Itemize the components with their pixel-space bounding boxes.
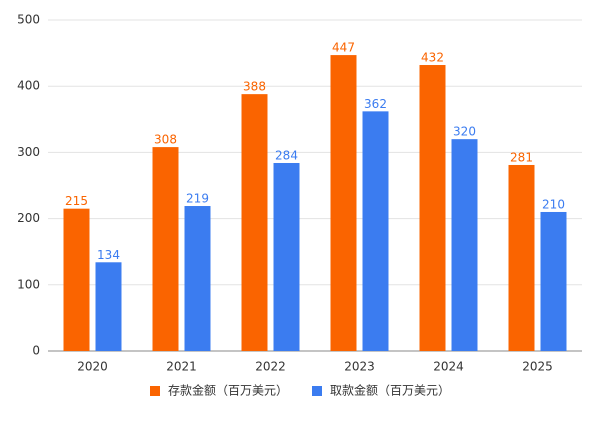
y-tick-label: 400 [17, 79, 40, 93]
data-label: 281 [510, 150, 533, 164]
y-tick-label: 500 [17, 13, 40, 27]
bar [508, 164, 535, 351]
x-tick-label: 2022 [255, 360, 286, 374]
bar [184, 206, 211, 351]
y-tick-label: 0 [32, 344, 40, 358]
data-label: 447 [332, 41, 355, 55]
x-tick-label: 2023 [344, 360, 375, 374]
y-tick-label: 300 [17, 145, 40, 159]
data-label: 134 [97, 248, 120, 262]
bar [419, 65, 446, 352]
data-label: 210 [542, 197, 565, 211]
x-tick-label: 2020 [77, 360, 108, 374]
data-label: 219 [186, 192, 209, 206]
bar [451, 139, 478, 351]
bar [273, 162, 300, 351]
x-tick-label: 2021 [166, 360, 197, 374]
bar [63, 208, 90, 351]
x-tick-label: 2025 [522, 360, 553, 374]
data-label: 215 [65, 194, 88, 208]
data-label: 432 [421, 51, 444, 65]
legend-swatch [150, 386, 160, 396]
legend-label: 取款金额（百万美元） [330, 383, 450, 398]
bar [95, 262, 122, 351]
bar [330, 55, 357, 351]
legend-label: 存款金额（百万美元） [168, 383, 288, 398]
y-tick-label: 100 [17, 277, 40, 291]
data-label: 308 [154, 133, 177, 147]
data-label: 388 [243, 80, 266, 94]
bar [152, 147, 179, 351]
y-tick-label: 200 [17, 211, 40, 225]
data-label: 320 [453, 125, 476, 139]
data-label: 362 [364, 97, 387, 111]
bar [362, 111, 389, 351]
bar [241, 94, 268, 352]
bar [540, 211, 567, 351]
data-label: 284 [275, 148, 298, 162]
x-tick-label: 2024 [433, 360, 464, 374]
legend-swatch [312, 386, 322, 396]
